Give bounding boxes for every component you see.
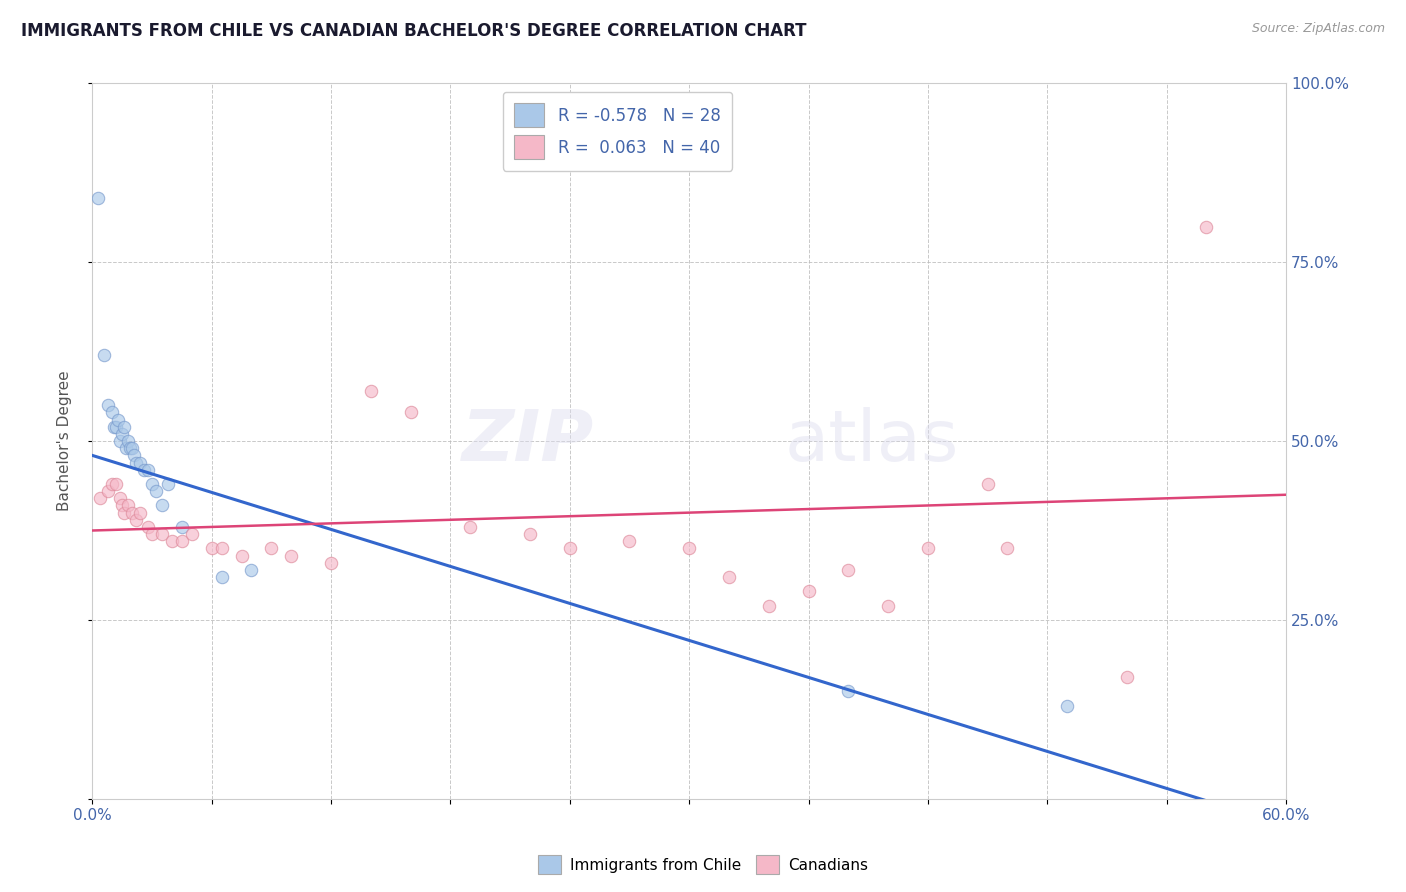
Point [97, 484, 120, 499]
Point [101, 477, 124, 491]
Point [399, 405, 422, 419]
Text: Source: ZipAtlas.com: Source: ZipAtlas.com [1251, 22, 1385, 36]
Point [87, 191, 110, 205]
Point [997, 541, 1019, 556]
Point [319, 556, 342, 570]
Point [240, 563, 263, 577]
Point [103, 419, 125, 434]
Point [129, 456, 152, 470]
Point [758, 599, 780, 613]
Point [111, 499, 134, 513]
Point [180, 527, 202, 541]
Point [211, 541, 233, 556]
Point [837, 563, 859, 577]
Text: ZIP: ZIP [461, 407, 593, 475]
Point [141, 477, 163, 491]
Y-axis label: Bachelor's Degree: Bachelor's Degree [58, 371, 72, 511]
Point [136, 520, 159, 534]
Point [976, 477, 998, 491]
Point [917, 541, 939, 556]
Point [231, 549, 253, 563]
Point [1115, 670, 1137, 684]
Point [837, 684, 859, 698]
Point [280, 549, 302, 563]
Point [117, 434, 139, 449]
Point [141, 527, 163, 541]
Point [136, 463, 159, 477]
Point [112, 419, 135, 434]
Point [150, 527, 173, 541]
Text: IMMIGRANTS FROM CHILE VS CANADIAN BACHELOR'S DEGREE CORRELATION CHART: IMMIGRANTS FROM CHILE VS CANADIAN BACHEL… [21, 22, 807, 40]
Point [160, 534, 183, 549]
Point [458, 520, 481, 534]
Point [145, 484, 167, 499]
Point [108, 434, 131, 449]
Point [558, 541, 581, 556]
Point [111, 426, 134, 441]
Point [201, 541, 224, 556]
Point [93, 348, 115, 362]
Point [1056, 698, 1078, 713]
Point [360, 384, 382, 398]
Point [125, 513, 148, 527]
Legend: Immigrants from Chile, Canadians: Immigrants from Chile, Canadians [531, 849, 875, 880]
Text: atlas: atlas [785, 407, 959, 475]
Point [112, 506, 135, 520]
Point [170, 520, 193, 534]
Point [115, 442, 138, 456]
Point [108, 491, 131, 506]
Point [717, 570, 740, 584]
Point [877, 599, 900, 613]
Point [117, 499, 139, 513]
Point [120, 442, 142, 456]
Point [105, 419, 128, 434]
Point [260, 541, 283, 556]
Point [122, 449, 145, 463]
Point [129, 506, 152, 520]
Point [797, 584, 820, 599]
Point [150, 499, 173, 513]
Point [519, 527, 541, 541]
Point [107, 412, 129, 426]
Point [97, 398, 120, 412]
Point [89, 491, 111, 506]
Point [156, 477, 179, 491]
Point [105, 477, 128, 491]
Point [211, 570, 233, 584]
Point [132, 463, 155, 477]
Point [619, 534, 641, 549]
Point [1195, 219, 1218, 234]
Point [170, 534, 193, 549]
Point [121, 442, 143, 456]
Point [678, 541, 700, 556]
Point [101, 405, 124, 419]
Point [121, 506, 143, 520]
Legend: R = -0.578   N = 28, R =  0.063   N = 40: R = -0.578 N = 28, R = 0.063 N = 40 [503, 92, 733, 170]
Point [125, 456, 148, 470]
